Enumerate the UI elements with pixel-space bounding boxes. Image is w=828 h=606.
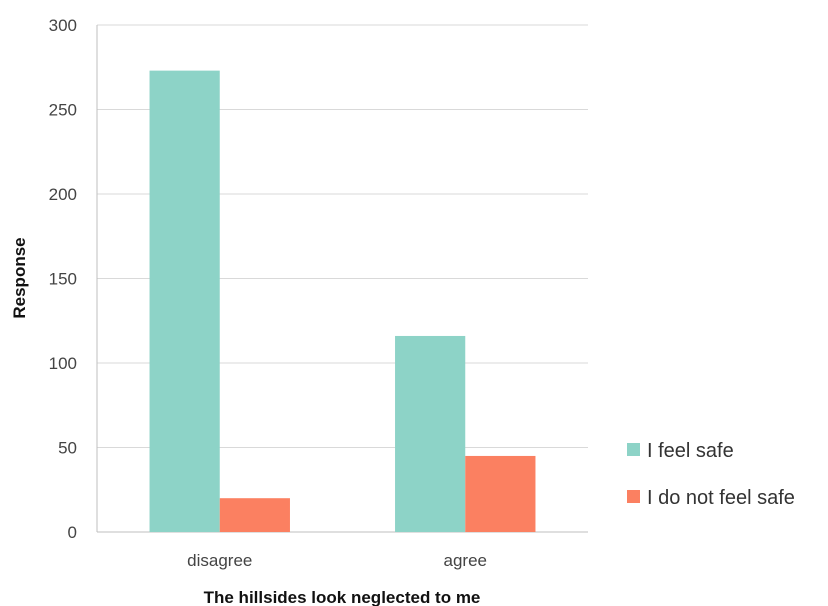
bars (149, 70, 536, 532)
legend-label: I do not feel safe (647, 487, 795, 509)
bar-not-feel-safe-disagree (219, 498, 290, 532)
y-tick-label: 150 (49, 270, 77, 289)
legend: I feel safe I do not feel safe (627, 440, 795, 509)
y-tick-label: 50 (58, 439, 77, 458)
y-axis-ticks: 0 50 100 150 200 250 300 (49, 16, 77, 542)
y-tick-label: 250 (49, 101, 77, 120)
y-tick-label: 300 (49, 16, 77, 35)
x-category-label: disagree (187, 551, 252, 570)
x-category-label: agree (444, 551, 487, 570)
y-tick-label: 100 (49, 354, 77, 373)
legend-swatch (627, 443, 640, 456)
bar-not-feel-safe-agree (465, 455, 536, 532)
y-axis-title: Response (10, 237, 29, 318)
legend-swatch (627, 490, 640, 503)
y-tick-label: 200 (49, 185, 77, 204)
bar-feel-safe-disagree (149, 70, 220, 532)
legend-label: I feel safe (647, 440, 734, 462)
x-axis-categories: disagree agree (187, 551, 487, 570)
y-tick-label: 0 (68, 523, 77, 542)
x-axis-title: The hillsides look neglected to me (204, 588, 481, 606)
bar-feel-safe-agree (395, 335, 466, 532)
